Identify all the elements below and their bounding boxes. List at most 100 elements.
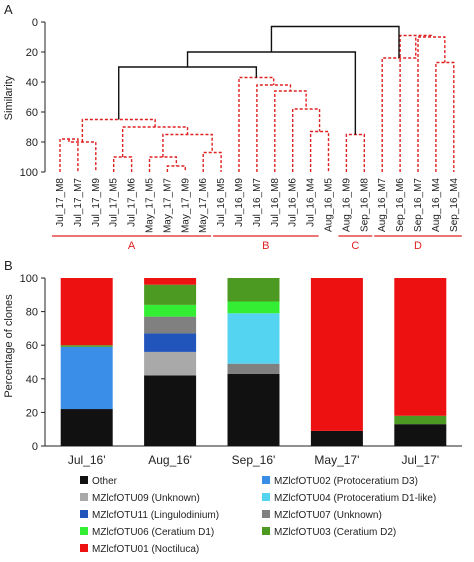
bar-segment — [60, 346, 113, 410]
dendrogram-group-label: B — [262, 240, 269, 252]
dendrogram-leaf-label: Jul_17_M9 — [91, 178, 102, 227]
legend-swatch — [80, 493, 88, 501]
bar-segment — [394, 278, 447, 416]
dendrogram-link — [417, 36, 446, 172]
dendrogram-leaf-label: Jul_16_M4 — [306, 178, 317, 227]
legend-swatch — [80, 527, 88, 535]
dendrogram-link — [345, 133, 365, 172]
dendrogram-leaf-label: May_17_M5 — [145, 178, 156, 233]
dendrogram-link — [270, 25, 400, 58]
bar-segment — [227, 278, 280, 302]
dendrogram-link — [118, 66, 258, 120]
dendrogram-link — [186, 51, 357, 135]
bar-segment — [144, 375, 197, 446]
dendrogram-leaf-labels: Jul_17_M8 Jul_17_M7 Jul_17_M9 Jul_17_M5 Jul_… — [55, 178, 460, 233]
dendrogram-link — [309, 130, 330, 172]
bar-y-tick-label: 40 — [26, 374, 38, 386]
legend-swatch — [80, 510, 88, 518]
bar-segment — [227, 373, 280, 446]
dendrogram-y-tick-label: 60 — [26, 107, 38, 119]
dendrogram-y-tick-label: 100 — [20, 167, 38, 179]
legend-swatch — [262, 510, 270, 518]
bar-segment — [144, 278, 197, 285]
dendrogram-group-brackets: A B C D — [52, 235, 462, 252]
dendrogram-link — [81, 118, 156, 142]
dendrogram-leaf-label: May_17_M6 — [198, 178, 209, 233]
bar-series — [60, 278, 447, 446]
bar-category-label: Aug_16' — [148, 453, 192, 467]
dendrogram-leaf-label: Aug_16_M4 — [431, 178, 442, 232]
dendrogram-y-tick-label: 0 — [32, 17, 38, 29]
dendrogram-leaf-label: Sep_16_M6 — [395, 178, 406, 232]
dendrogram-link — [162, 133, 213, 157]
bar-segment — [144, 351, 197, 376]
legend-entry: Other — [92, 476, 118, 487]
legend-entry: MZlcfOTU03 (Ceratium D2) — [274, 527, 396, 538]
legend: Other MZlcfOTU02 (Protoceratium D3) MZlcfO… — [80, 476, 436, 555]
dendrogram-leaf-label: Aug_16_M9 — [341, 178, 352, 232]
bar-segment — [60, 345, 113, 347]
dendrogram-link — [59, 138, 79, 172]
dendrogram-leaf-label: Jul_16_M8 — [270, 178, 281, 227]
bar-y-tick-label: 60 — [26, 340, 38, 352]
dendrogram-link — [399, 34, 433, 172]
dendrogram-leaf-label: Jul_16_M5 — [216, 178, 227, 227]
bar-y-tick-label: 20 — [26, 407, 38, 419]
dendrogram-links — [59, 25, 455, 172]
dendrogram-leaf-label: Aug_16_M7 — [377, 178, 388, 232]
dendrogram-leaf-label: Jul_17_M8 — [55, 178, 66, 227]
dendrogram-y-tick-label: 40 — [26, 77, 38, 89]
legend-swatch — [262, 527, 270, 535]
panel-b-label: B — [4, 258, 13, 273]
bar-segment — [227, 301, 280, 314]
dendrogram-leaf-label: Sep_16_M4 — [449, 178, 460, 232]
dendrogram-leaf-label: May_17_M7 — [162, 178, 173, 233]
dendrogram-leaf-label: Jul_16_M7 — [252, 178, 263, 227]
dendrogram-group-label: D — [414, 240, 422, 252]
bar-segment — [310, 278, 363, 431]
bar-segment — [227, 313, 280, 364]
dendrogram-leaf-label: May_17_M9 — [180, 178, 191, 233]
dendrogram-link — [202, 151, 222, 172]
bar-category-label: Jul_16' — [68, 453, 106, 467]
bar-category-labels: Jul_16' Aug_16' Sep_16' May_17' Jul_17' — [68, 453, 439, 467]
bar-category-label: May_17' — [314, 453, 359, 467]
dendrogram-leaf-label: Aug_16_M5 — [324, 178, 335, 232]
bar-segment — [60, 278, 113, 346]
dendrogram-link — [148, 156, 178, 172]
dendrogram-group-label: A — [128, 240, 136, 252]
bar-segment — [144, 333, 197, 352]
bar-segment — [310, 430, 363, 446]
legend-entry: MZlcfOTU11 (Lingulodinium) — [92, 510, 219, 521]
legend-entry: MZlcfOTU02 (Protoceratium D3) — [274, 476, 418, 487]
legend-entry: MZlcfOTU04 (Protoceratium D1-like) — [274, 493, 436, 504]
dendrogram-leaf-label: Jul_16_M6 — [288, 178, 299, 227]
bar-segment — [144, 304, 197, 317]
bar-y-axis: 0 20 40 60 80 100 — [20, 273, 462, 453]
legend-swatch — [262, 493, 270, 501]
bar-y-tick-label: 0 — [32, 441, 38, 453]
legend-swatch — [80, 476, 88, 484]
legend-swatch — [262, 476, 270, 484]
bar-category-label: Sep_16' — [232, 453, 276, 467]
dendrogram-leaf-label: Jul_17_M6 — [127, 178, 138, 227]
dendrogram-leaf-label: Sep_16_M7 — [413, 178, 424, 232]
bar-segment — [144, 284, 197, 305]
dendrogram-y-tick-label: 80 — [26, 137, 38, 149]
dendrogram-link — [121, 126, 189, 157]
bar-y-axis-label: Percentage of clones — [3, 294, 15, 398]
dendrogram-group-label: C — [351, 240, 359, 252]
legend-swatch — [80, 544, 88, 552]
legend-entry: MZlcfOTU07 (Unknown) — [274, 510, 382, 521]
dendrogram-leaf-label: Jul_17_M7 — [73, 178, 84, 227]
bar-segment — [144, 316, 197, 334]
dendrogram-link — [113, 156, 133, 172]
bar-segment — [227, 363, 280, 374]
bar-category-label: Jul_17' — [401, 453, 439, 467]
bar-y-tick-label: 80 — [26, 307, 38, 319]
dendrogram-leaf-label: Jul_17_M5 — [109, 178, 120, 227]
legend-entry: MZlcfOTU09 (Unknown) — [92, 493, 200, 504]
dendrogram-y-axis-label: Similarity — [3, 75, 15, 120]
